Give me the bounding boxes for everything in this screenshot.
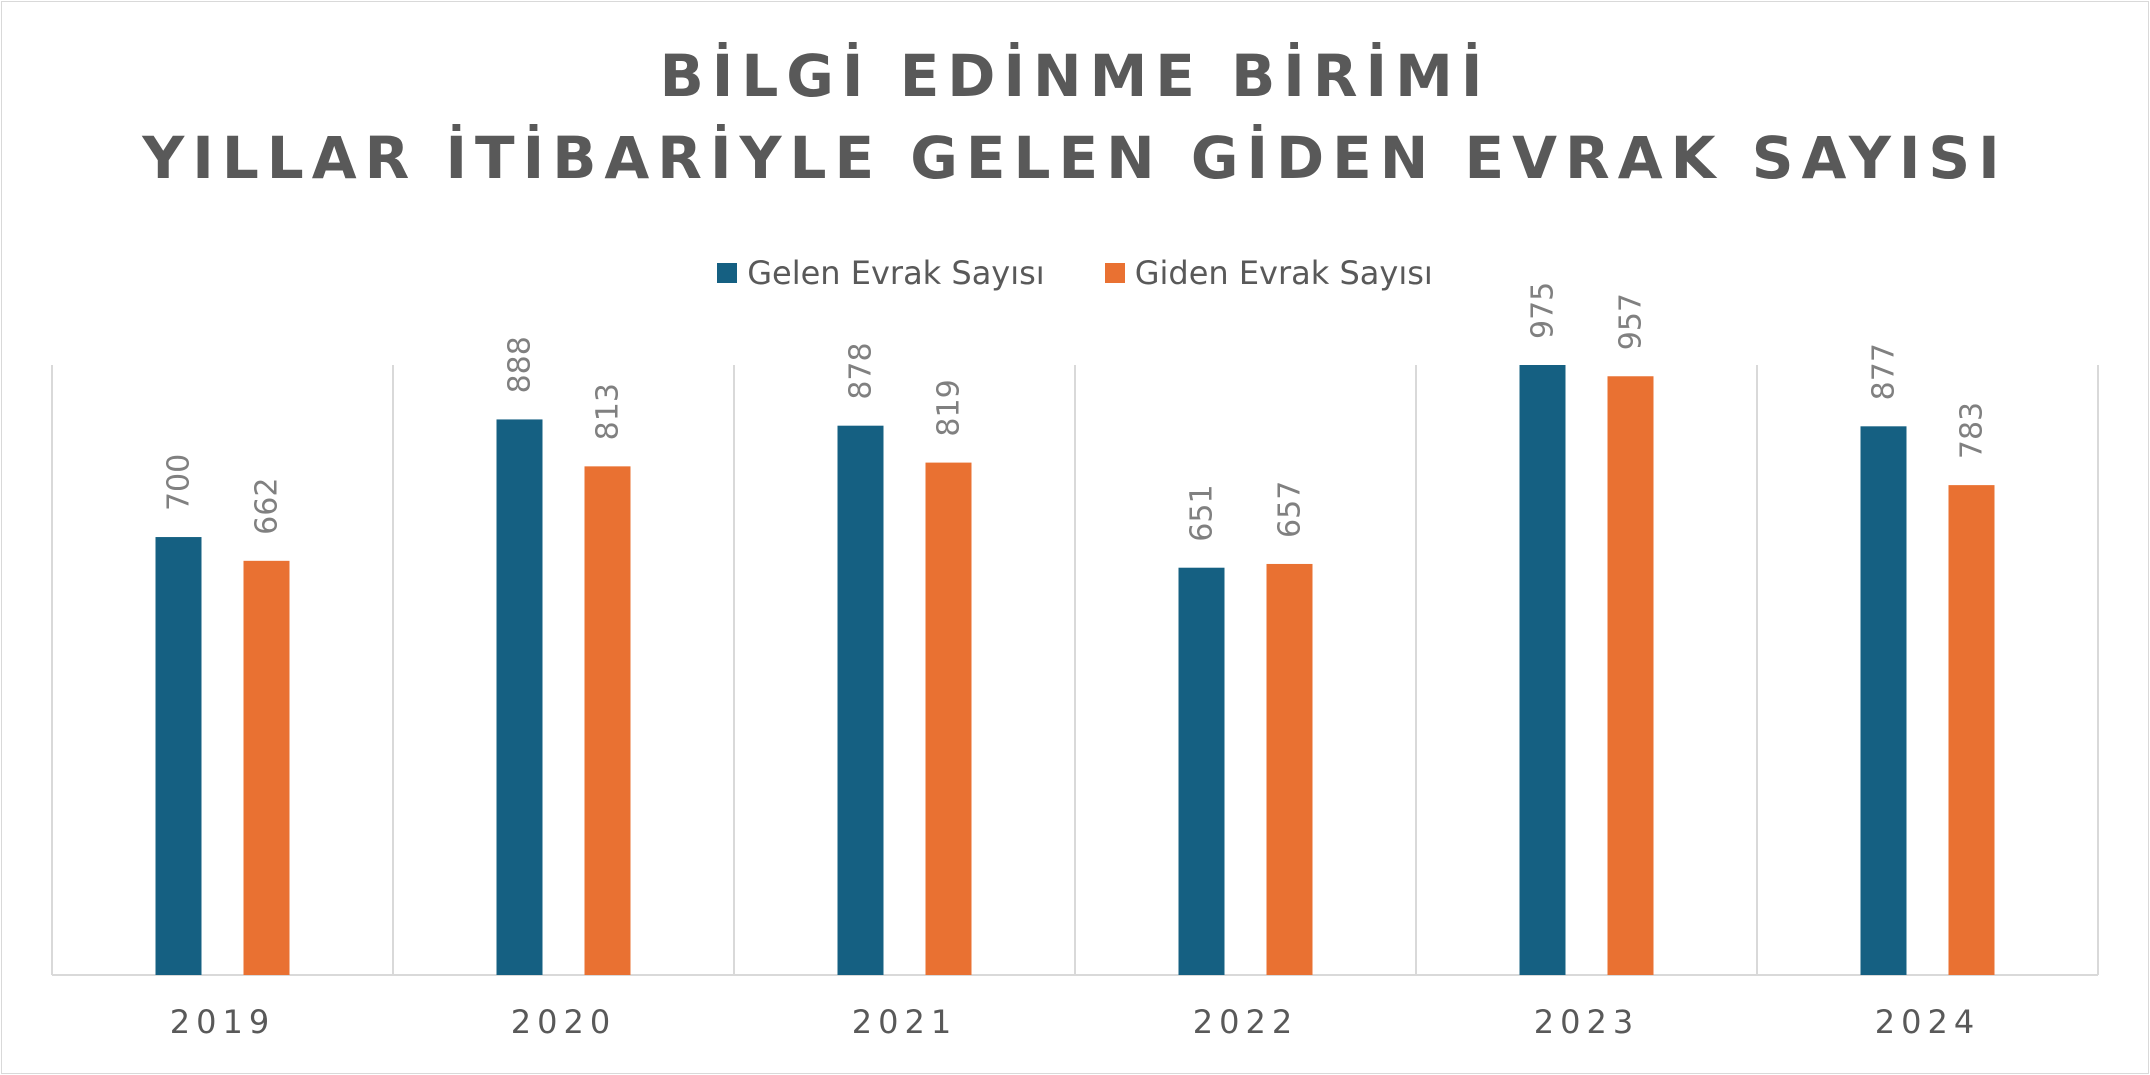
data-label: 888 (503, 336, 538, 393)
bar-giden-2019 (243, 560, 290, 975)
legend-item-giden: Giden Evrak Sayısı (1104, 254, 1433, 292)
data-label: 877 (1867, 343, 1902, 400)
x-tick-label: 2020 (511, 1003, 616, 1041)
data-label: 700 (162, 454, 197, 511)
chart-title-line-2: YILLAR İTİBARİYLE GELEN GİDEN EVRAK SAYI… (142, 124, 2008, 192)
bar-gelen-2020 (496, 419, 543, 975)
data-label: 813 (591, 383, 626, 440)
x-tick-label: 2021 (852, 1003, 957, 1041)
legend-label-gelen: Gelen Evrak Sayısı (747, 254, 1045, 292)
data-label: 957 (1614, 293, 1649, 350)
bar-gelen-2024 (1860, 426, 1907, 975)
bar-gelen-2021 (837, 425, 884, 976)
legend: Gelen Evrak Sayısı Giden Evrak Sayısı (0, 254, 2150, 292)
data-label: 878 (844, 342, 879, 399)
bar-giden-2024 (1948, 485, 1995, 975)
bar-giden-2021 (925, 462, 972, 976)
data-label: 975 (1526, 282, 1561, 339)
data-label: 662 (250, 478, 285, 535)
legend-swatch-giden (1104, 263, 1125, 283)
legend-item-gelen: Gelen Evrak Sayısı (717, 254, 1045, 292)
x-tick-label: 2023 (1534, 1003, 1639, 1041)
bar-gelen-2022 (1178, 567, 1225, 975)
data-label: 651 (1185, 484, 1220, 541)
data-label: 657 (1273, 481, 1308, 538)
bar-gelen-2019 (155, 537, 202, 975)
x-tick-label: 2024 (1875, 1003, 1980, 1041)
x-tick-label: 2019 (170, 1003, 275, 1041)
bar-gelen-2023 (1519, 365, 1566, 975)
legend-swatch-gelen (717, 263, 738, 283)
x-tick-label: 2022 (1193, 1003, 1298, 1041)
chart-title-line-1: BİLGİ EDİNME BİRİMİ (659, 42, 1491, 110)
bar-giden-2023 (1607, 376, 1654, 975)
bar-giden-2020 (584, 466, 631, 975)
data-label: 783 (1955, 402, 1990, 459)
data-label: 819 (932, 379, 967, 436)
bar-giden-2022 (1266, 563, 1313, 975)
legend-label-giden: Giden Evrak Sayısı (1134, 254, 1433, 292)
